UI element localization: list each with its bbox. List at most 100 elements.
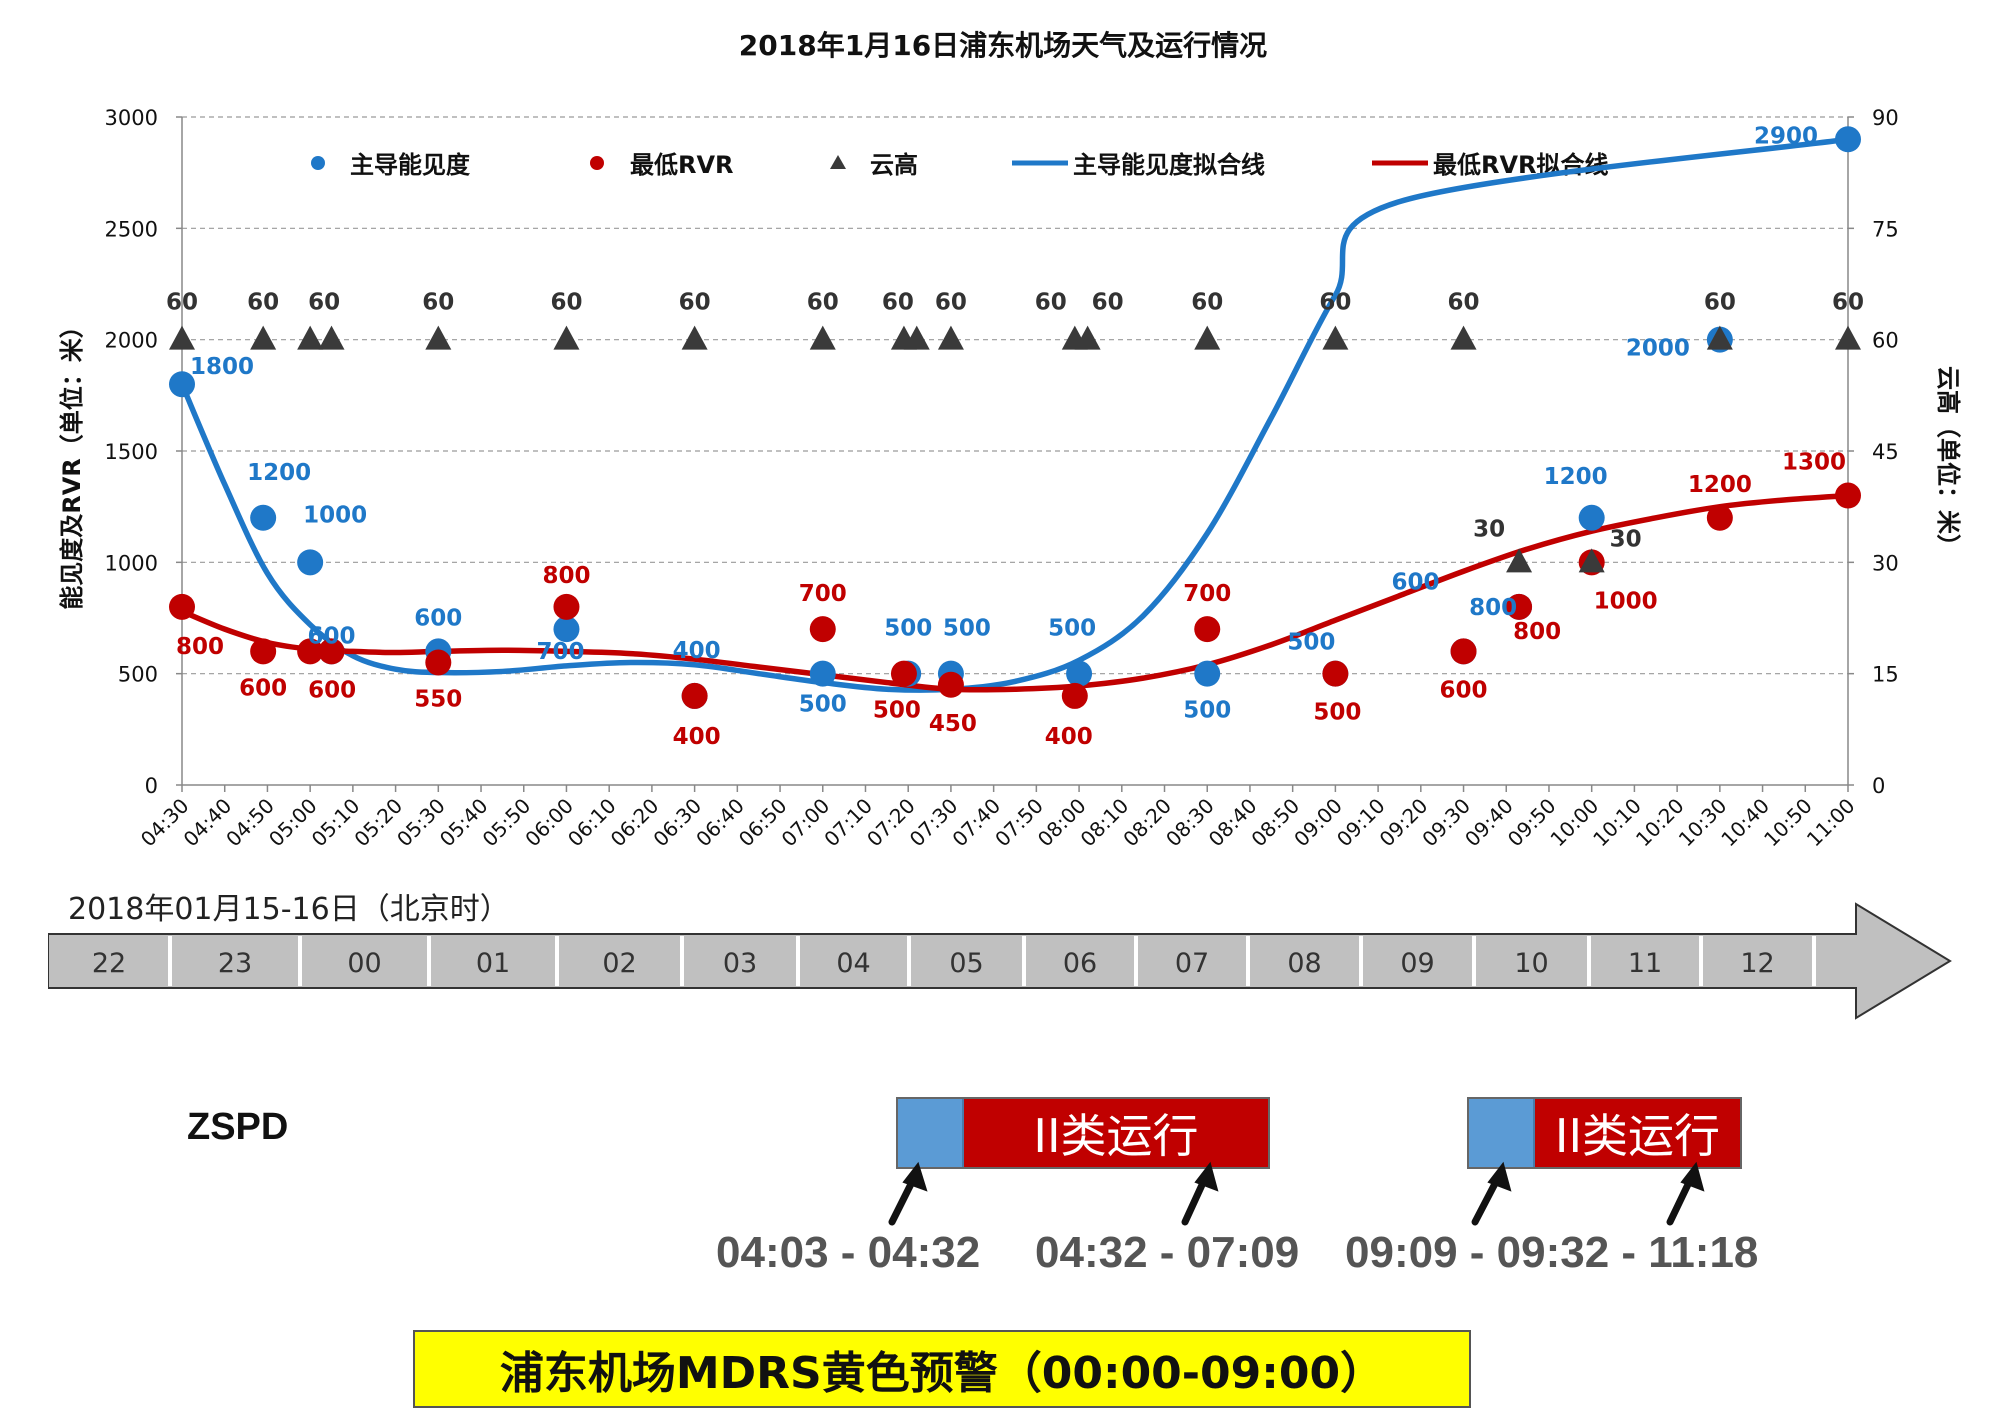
timeline-arrow: 22 23 00 01 02 03 04 05 06 07 08 09 10 11 12 [48,902,1952,1020]
rvr-label: 500 [873,698,921,724]
ceiling-label: 60 [247,290,279,316]
visibility-label: 2900 [1754,123,1818,149]
visibility-label: 500 [1183,698,1231,724]
legend-visibility-fit-label: 主导能见度拟合线 [1073,151,1265,179]
weather-chart: 2018年1月16日浦东机场天气及运行情况 0 500 1000 1500 2000 25… [58,29,1962,851]
timeline-hour-label: 00 [347,948,381,979]
ceiling-label: 60 [166,290,198,316]
x-tick-label: 08:30 [1161,794,1219,852]
ceiling-label: 60 [1832,290,1864,316]
x-tick-label: 04:50 [221,794,279,852]
rvr-label: 400 [1045,724,1093,750]
legend: 主导能见度 最低RVR 云高 主导能见度拟合线 最低RVR拟合线 [311,151,1609,179]
ceiling-point [1450,325,1477,350]
visibility-point [1066,660,1093,687]
ceiling-label: 60 [1319,290,1351,316]
y2-tick-label: 30 [1872,551,1899,575]
x-tick-label: 09:30 [1417,794,1475,852]
pointer-arrows [888,1161,1705,1226]
y-tick-label: 2500 [105,217,158,241]
x-tick-label: 09:50 [1503,794,1561,852]
visibility-label: 600 [1392,569,1440,595]
timeline-arrow-shape [48,902,1952,1020]
rvr-point [1706,504,1733,531]
station-code: ZSPD [187,1106,289,1148]
transition-segment-1 [898,1099,964,1167]
visibility-label: 1800 [190,354,254,380]
grid [182,116,1848,675]
ceiling-label: 30 [1610,526,1642,552]
ceiling-point [425,325,452,350]
y-tick-label: 1000 [105,551,158,575]
visibility-label: 600 [414,605,462,631]
ceiling-point [903,325,930,350]
rvr-point [1194,616,1221,643]
ceiling-label: 60 [1092,290,1124,316]
ceiling-label: 60 [1191,290,1223,316]
rvr-label: 800 [176,634,224,660]
time-range-3: 09:09 - 09:32 - 11:18 [1345,1228,1759,1277]
rvr-point [250,638,277,665]
ceiling-label: 60 [550,290,582,316]
y2-tick-label: 15 [1872,663,1899,687]
arrow-2-head [1194,1161,1219,1192]
y-axis-label: 能见度及RVR（单位：米） [58,314,86,610]
timeline-hour-label: 03 [723,948,757,979]
visibility-point [809,660,836,687]
visibility-label: 500 [884,616,932,642]
x-tick-label: 07:00 [777,794,835,852]
x-tick-label: 08:50 [1246,794,1304,852]
transition-segment-2 [1469,1099,1535,1167]
rvr-label: 800 [1513,619,1561,645]
timeline-hour-label: 04 [836,948,870,979]
ceiling-point [169,325,195,350]
rvr-label: 600 [239,675,287,701]
y-tick-label: 2000 [105,329,158,353]
cat2-band-2: II类运行 [1467,1097,1742,1169]
cat2-label-2: II类运行 [1535,1099,1740,1167]
y-tick-label: 3000 [105,106,158,130]
ceiling-point [1578,548,1605,573]
ceiling-point [297,325,324,350]
ceiling-point [681,325,708,350]
timeline-hour-label: 23 [218,948,252,979]
ceiling-label: 60 [679,290,711,316]
rvr-label: 1000 [1594,588,1658,614]
visibility-label: 600 [308,623,356,649]
x-tick-label: 10:20 [1631,794,1689,852]
ceiling-label: 30 [1473,516,1505,542]
rvr-label: 800 [542,563,590,589]
visibility-point [1835,126,1861,153]
y2-tick-label: 45 [1872,440,1899,464]
x-tick-label: 10:00 [1545,794,1603,852]
rvr-label: 700 [799,581,847,607]
rvr-fit-line [179,492,1851,693]
x-tick-label: 05:40 [435,794,493,852]
ceiling-point [1194,325,1221,350]
x-tick-label: 10:10 [1588,794,1646,852]
visibility-label: 500 [1048,616,1096,642]
x-tick-label: 04:40 [179,794,237,852]
x-tick-label: 10:40 [1716,794,1774,852]
ceiling-point [1835,325,1861,350]
visibility-point [1194,660,1221,687]
x-tick-label: 06:00 [520,794,578,852]
visibility-label: 800 [1469,595,1517,621]
x-tick-label: 08:10 [1076,794,1134,852]
timeline-hour-label: 09 [1400,948,1434,979]
x-tick-label: 07:40 [947,794,1005,852]
axes: 0 500 1000 1500 2000 2500 3000 0 15 30 45 60 75 90 04:… [105,106,1899,851]
arrow-4-head [1680,1161,1705,1192]
visibility-label: 2000 [1626,336,1690,362]
visibility-label: 1200 [1544,464,1608,490]
ceiling-point [1706,325,1733,350]
visibility-point [1578,504,1605,531]
ceiling-label: 60 [308,290,340,316]
cat2-label-1: II类运行 [964,1099,1268,1167]
timeline-hour-label: 07 [1175,948,1209,979]
timeline-hour-label: 06 [1063,948,1097,979]
ceiling-label: 60 [1704,290,1736,316]
x-tick-label: 09:10 [1332,794,1390,852]
rvr-point [297,638,324,665]
ceiling-point [318,325,345,350]
